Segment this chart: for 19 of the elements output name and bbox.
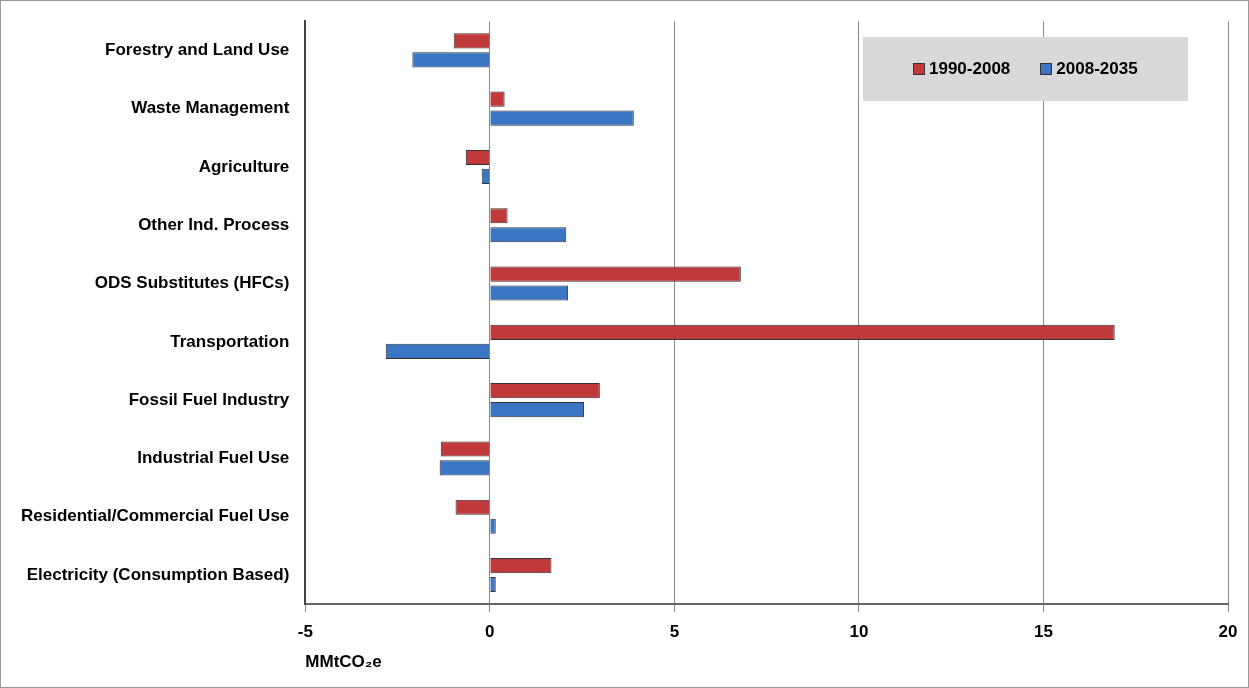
x-tick-label: 10: [849, 622, 869, 642]
legend-label: 1990-2008: [929, 59, 1011, 80]
y-tick-label: ODS Substitutes (HFCs): [94, 273, 290, 293]
x-tick-label: -5: [297, 622, 313, 642]
y-tick-label: Residential/Commercial Fuel Use: [20, 506, 290, 526]
x-tick-label: 15: [1034, 622, 1053, 642]
y-tick-label: Waste Management: [131, 98, 290, 118]
y-tick-label: Other Ind. Process: [138, 214, 290, 234]
legend-label: 2008-2035: [1056, 59, 1138, 80]
y-tick-label: Fossil Fuel Industry: [128, 389, 290, 409]
x-tick-label: 20: [1218, 622, 1238, 642]
y-tick-label: Agriculture: [198, 156, 290, 176]
x-axis-title: MMtCO₂e: [305, 652, 382, 672]
x-tick-label: 5: [669, 622, 680, 642]
y-tick-label: Forestry and Land Use: [105, 40, 290, 60]
y-tick-label: Transportation: [170, 331, 290, 351]
y-tick-label: Industrial Fuel Use: [137, 448, 290, 468]
y-tick-label: Electricity (Consumption Based): [26, 564, 290, 584]
x-tick-label: 0: [485, 622, 495, 642]
